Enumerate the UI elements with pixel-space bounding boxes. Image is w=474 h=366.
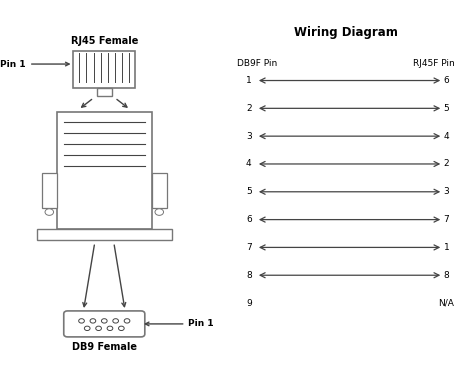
Text: 2: 2 xyxy=(246,104,252,113)
Text: Wiring Diagram: Wiring Diagram xyxy=(294,26,398,39)
Text: RJ45F Pin: RJ45F Pin xyxy=(413,59,455,68)
Text: 5: 5 xyxy=(444,104,449,113)
Text: 5: 5 xyxy=(246,187,252,196)
Text: 4: 4 xyxy=(246,160,252,168)
Circle shape xyxy=(45,209,54,215)
Bar xyxy=(97,88,112,96)
Text: 6: 6 xyxy=(246,215,252,224)
Text: Pin 1: Pin 1 xyxy=(0,60,69,68)
Text: 2: 2 xyxy=(444,160,449,168)
Text: 7: 7 xyxy=(444,215,449,224)
Text: 7: 7 xyxy=(246,243,252,252)
Circle shape xyxy=(84,326,90,330)
Text: 9: 9 xyxy=(246,299,252,307)
Text: N/A: N/A xyxy=(438,299,455,307)
Circle shape xyxy=(113,319,118,323)
Text: RJ45 Female: RJ45 Female xyxy=(71,36,138,46)
Circle shape xyxy=(96,326,101,330)
Bar xyxy=(36,229,172,240)
Text: 4: 4 xyxy=(444,132,449,141)
Bar xyxy=(152,173,167,208)
Text: 3: 3 xyxy=(246,132,252,141)
Text: DB9F Pin: DB9F Pin xyxy=(237,59,277,68)
Bar xyxy=(42,173,57,208)
Text: Pin 1: Pin 1 xyxy=(146,320,214,328)
Circle shape xyxy=(101,319,107,323)
Circle shape xyxy=(155,209,164,215)
Text: 1: 1 xyxy=(444,243,449,252)
Circle shape xyxy=(90,319,96,323)
Bar xyxy=(81,112,128,118)
Circle shape xyxy=(79,319,84,323)
Bar xyxy=(73,51,135,88)
Text: 8: 8 xyxy=(246,271,252,280)
Circle shape xyxy=(118,326,124,330)
Circle shape xyxy=(124,319,130,323)
FancyBboxPatch shape xyxy=(64,311,145,337)
Text: 1: 1 xyxy=(246,76,252,85)
Circle shape xyxy=(107,326,113,330)
Text: 3: 3 xyxy=(444,187,449,196)
Bar xyxy=(57,112,152,229)
Text: 8: 8 xyxy=(444,271,449,280)
Text: DB9 Female: DB9 Female xyxy=(72,342,137,352)
Text: 6: 6 xyxy=(444,76,449,85)
